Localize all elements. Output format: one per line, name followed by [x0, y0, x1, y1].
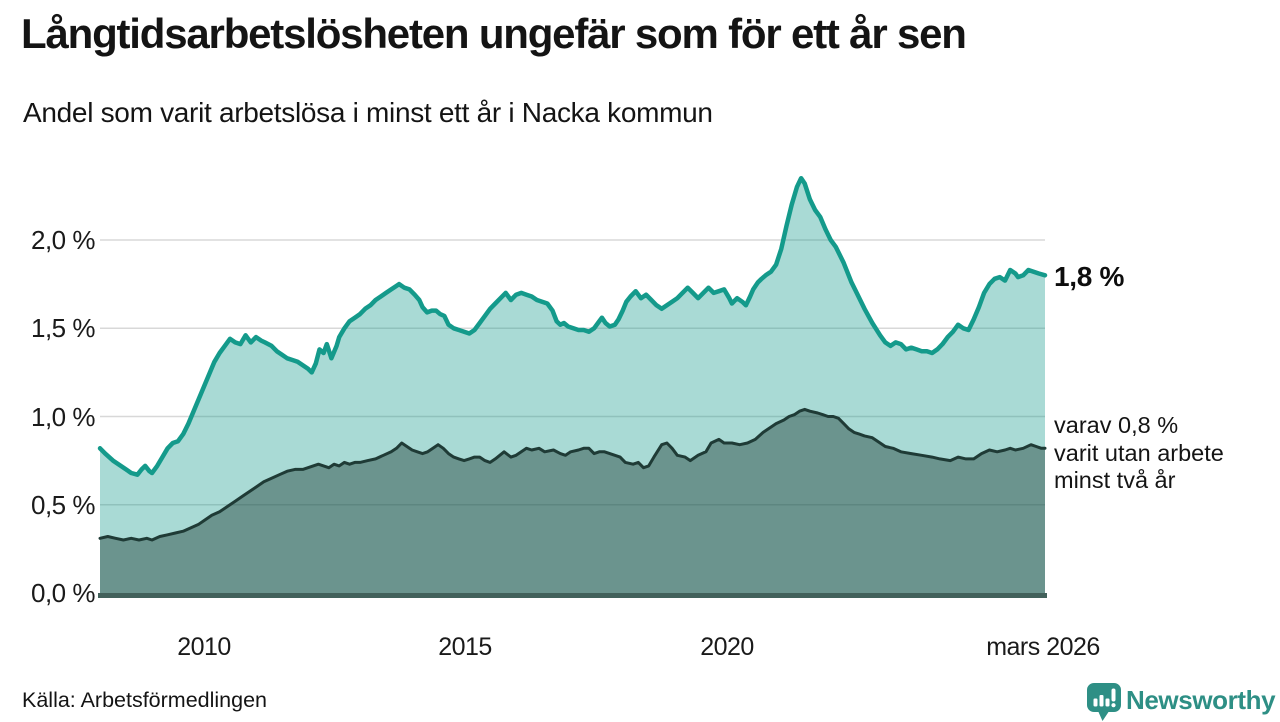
- y-axis-tick-05: 0,5 %: [31, 490, 96, 520]
- page-subtitle: Andel som varit arbetslösa i minst ett å…: [23, 97, 713, 128]
- y-axis-tick-10: 1,0 %: [31, 402, 96, 432]
- series-note-line-3: minst två år: [1054, 467, 1176, 493]
- source-credit: Källa: Arbetsförmedlingen: [22, 688, 268, 712]
- x-axis-tick-mars-2026: mars 2026: [986, 633, 1100, 661]
- area-fill-minst-tva-ar: [100, 409, 1045, 593]
- line-minst-tva-ar: [98, 407, 1047, 542]
- x-axis-tick-2015: 2015: [438, 633, 492, 661]
- x-axis-tick-2010: 2010: [177, 633, 231, 661]
- area-fill-minst-ett-ar: [100, 178, 1045, 593]
- page-title: Långtidsarbetslösheten ungefär som för e…: [21, 10, 967, 57]
- series-note-line-1: varav 0,8 %: [1054, 412, 1179, 438]
- y-axis-tick-0: 0,0 %: [31, 578, 96, 608]
- newsworthy-logo-icon: [1087, 683, 1121, 721]
- newsworthy-wordmark: Newsworthy: [1126, 685, 1276, 715]
- series-note-line-2: varit utan arbete: [1054, 439, 1224, 466]
- y-axis-tick-15: 1,5 %: [31, 313, 96, 343]
- series-note-label: varav 0,8 % varit utan arbete minst två …: [1054, 412, 1224, 495]
- line-minst-ett-ar: [97, 175, 1048, 477]
- speech-bubble-chart-icon: [1087, 683, 1121, 721]
- y-axis-tick-20: 2,0 %: [31, 225, 96, 255]
- x-axis-tick-2020: 2020: [700, 633, 754, 661]
- gridlines: [100, 239, 1045, 506]
- series-end-value-label: 1,8 %: [1054, 261, 1125, 292]
